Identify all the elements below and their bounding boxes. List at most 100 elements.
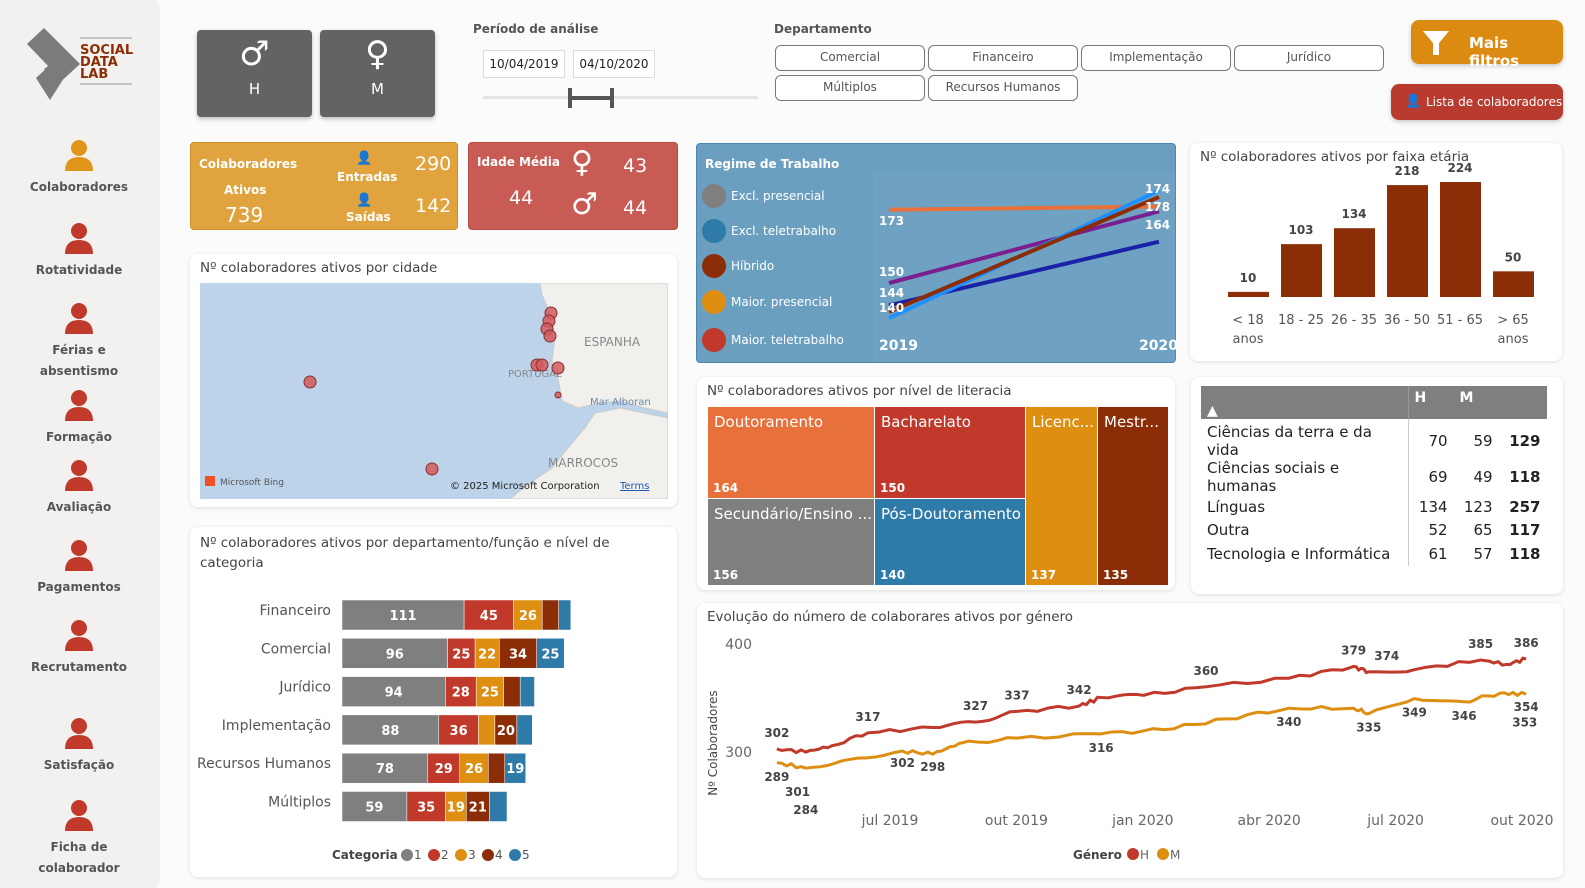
gender-data-label: 349 (1402, 706, 1427, 720)
table-cell: 57 (1473, 544, 1493, 563)
female-label: M (371, 80, 384, 98)
period-slider-start-handle[interactable] (568, 88, 572, 108)
hand-coin-icon (65, 540, 93, 571)
table-row[interactable]: Ciências da terra e da vida 70 59 129 (1201, 419, 1547, 459)
sidebar-item-colaboradores[interactable]: Colaboradores (0, 135, 158, 198)
treemap-secundario[interactable]: Secundário/Ensino ... 156 (707, 498, 875, 586)
table-cell: Ciências sociais e humanas (1207, 459, 1340, 495)
gender-data-label: 298 (920, 760, 945, 774)
dept-category-label: Recursos Humanos (197, 756, 331, 772)
period-slider-end-handle[interactable] (610, 88, 614, 108)
regime-data-label: 144 (879, 286, 904, 300)
dept-financeiro-button[interactable]: Financeiro (928, 45, 1078, 71)
gender-data-label: 289 (764, 770, 789, 784)
regime-legend-item[interactable]: Híbrido (702, 254, 774, 278)
gender-series-line-M (776, 690, 1527, 770)
age-data-label: 10 (1240, 271, 1257, 285)
age-bar (1493, 271, 1534, 297)
regime-legend-item[interactable]: Excl. teletrabalho (702, 219, 836, 243)
table-cell: 118 (1509, 544, 1541, 563)
table-cell: 257 (1509, 497, 1541, 516)
kpi-entries-label: Entradas (337, 170, 398, 184)
sidebar-item-label: Colaboradores (29, 180, 129, 194)
dept-multiplos-button[interactable]: Múltiplos (775, 75, 925, 101)
treemap-pos-doutoramento[interactable]: Pós-Doutoramento 140 (874, 498, 1026, 586)
age-data-label: 224 (1447, 161, 1472, 175)
dept-category-label: Comercial (261, 641, 331, 657)
gender-data-label: 302 (764, 726, 789, 740)
table-cell: 59 (1473, 432, 1493, 450)
rotation-person-icon (65, 223, 93, 254)
column-header-total (1499, 386, 1547, 419)
period-slider-track[interactable] (483, 96, 758, 99)
more-filters-button[interactable]: Mais filtros (1411, 20, 1563, 70)
age-data-label: 103 (1288, 223, 1313, 237)
city-map[interactable]: ESPANHA PORTUGAL Mar Alboran MARROCOS Mi… (200, 283, 668, 499)
dept-category-label: Implementação (222, 718, 331, 734)
sort-ascending-icon[interactable]: ▲ (1207, 403, 1218, 419)
sidebar-item-recrutamento[interactable]: Recrutamento (0, 615, 158, 678)
treemap-bacharelato[interactable]: Bacharelato 150 (874, 406, 1026, 499)
treemap-mestrado[interactable]: Mestr... 135 (1097, 406, 1169, 586)
evaluation-document-icon (65, 460, 93, 491)
dept-rh-button[interactable]: Recursos Humanos (928, 75, 1078, 101)
column-header-h[interactable]: H (1407, 386, 1454, 419)
sidebar-item-satisfa-o[interactable]: Satisfação (0, 713, 158, 776)
svg-text:DATA: DATA (80, 55, 118, 70)
person-add-icon: 👤 (356, 151, 373, 166)
regime-legend-item[interactable]: Maior. teletrabalho (702, 328, 844, 352)
sidebar-item-avalia-o[interactable]: Avaliação (0, 455, 158, 518)
legend-label: M (1170, 848, 1180, 862)
legend-dot-icon (702, 254, 726, 278)
male-icon: ♂ (239, 34, 270, 74)
male-filter-button[interactable]: ♂ H (197, 30, 312, 117)
table-cell: 61 (1407, 542, 1454, 566)
legend-title: Género (1073, 848, 1122, 862)
dept-comercial-button[interactable]: Comercial (775, 45, 925, 71)
map-terms-link[interactable]: Terms (619, 481, 649, 492)
sidebar-item-label: Rotatividade (35, 263, 123, 277)
sidebar-item-ficha-de-colaborador[interactable]: Ficha de colaborador (0, 795, 158, 879)
legend-label: H (1140, 848, 1149, 862)
sidebar-item-label: Pagamentos (37, 580, 121, 594)
age-chart-title: Nº colaboradores ativos por faixa etária (1200, 149, 1470, 165)
dept-juridico-button[interactable]: Jurídico (1234, 45, 1384, 71)
age-data-label: 218 (1394, 164, 1419, 178)
employee-list-button[interactable]: 👤 Lista de colaboradores (1391, 84, 1563, 120)
kpi-age-title: Idade Média (477, 155, 560, 169)
column-header-m[interactable]: M (1459, 390, 1474, 406)
x-tick-label: out 2020 (1490, 813, 1553, 829)
start-date-input[interactable]: 10/04/2019 (483, 50, 565, 78)
dept-bar-segment (536, 638, 565, 669)
kpi-entries-value: 290 (415, 153, 452, 175)
table-cell: 134 (1407, 495, 1454, 519)
end-date-input[interactable]: 04/10/2020 (573, 50, 655, 78)
table-row[interactable]: Línguas 134 123 257 (1201, 495, 1547, 519)
regime-legend-item[interactable]: Maior. presencial (702, 290, 832, 314)
table-row[interactable]: Outra 52 65 117 (1201, 518, 1547, 542)
dept-data-label: 29 (435, 762, 453, 777)
legend-dot-icon (482, 849, 494, 861)
regime-series-line (888, 209, 1160, 286)
sidebar-item-rotatividade[interactable]: Rotatividade (0, 218, 158, 281)
sidebar-item-f-rias-e-absentismo[interactable]: Férias e absentismo (0, 298, 158, 382)
table-row[interactable]: Tecnologia e Informática 61 57 118 (1201, 542, 1547, 566)
gender-data-label: 374 (1374, 649, 1399, 663)
age-category-label: 36 - 50 (1383, 313, 1431, 328)
treemap-doutoramento[interactable]: Doutoramento 164 (707, 406, 875, 499)
treemap-licenciatura[interactable]: Licenc... 137 (1025, 406, 1098, 586)
table-row[interactable]: Ciências sociais e humanas 69 49 118 (1201, 459, 1547, 495)
x-tick-label: out 2019 (985, 813, 1048, 829)
gender-data-label: 335 (1356, 721, 1381, 735)
dept-data-label: 26 (465, 762, 483, 777)
dept-implementacao-button[interactable]: Implementação (1081, 45, 1231, 71)
sidebar-item-label: Avaliação (46, 500, 112, 514)
age-bar-chart: 10 103 134 218 224 50 (1228, 161, 1534, 297)
sidebar-item-forma-o[interactable]: Formação (0, 385, 158, 448)
female-filter-button[interactable]: ♀ M (320, 30, 435, 117)
map-label-morocco: MARROCOS (548, 456, 618, 470)
sidebar-item-pagamentos[interactable]: Pagamentos (0, 535, 158, 598)
regime-legend-item[interactable]: Excl. presencial (702, 184, 825, 208)
x-tick-label: jan 2020 (1111, 813, 1173, 829)
gender-data-label: 353 (1512, 715, 1537, 729)
